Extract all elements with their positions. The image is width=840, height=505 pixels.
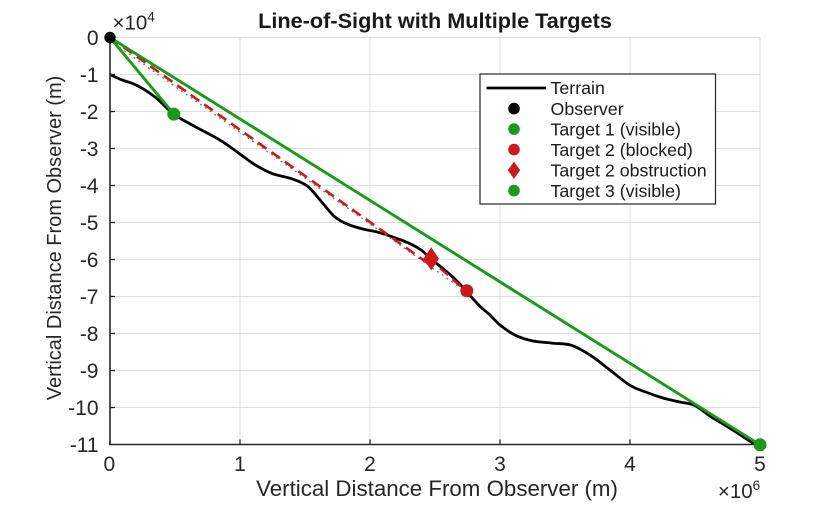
svg-text:4: 4 — [624, 453, 636, 476]
svg-text:Vertical Distance From Observe: Vertical Distance From Observer (m) — [44, 76, 66, 401]
svg-text:Target 2 obstruction: Target 2 obstruction — [551, 160, 707, 180]
svg-text:-1: -1 — [80, 64, 99, 87]
svg-text:0: 0 — [87, 27, 99, 50]
svg-text:Target 1 (visible): Target 1 (visible) — [551, 119, 681, 139]
svg-text:-4: -4 — [80, 175, 99, 198]
svg-text:1: 1 — [234, 453, 246, 476]
svg-text:-8: -8 — [80, 323, 99, 346]
svg-text:-11: -11 — [70, 434, 99, 457]
svg-text:Line-of-Sight with Multiple Ta: Line-of-Sight with Multiple Targets — [258, 8, 612, 33]
svg-text:Observer: Observer — [551, 99, 624, 119]
svg-text:Target 2 (blocked): Target 2 (blocked) — [551, 140, 693, 160]
svg-text:-3: -3 — [80, 138, 99, 161]
svg-text:-6: -6 — [80, 249, 99, 272]
svg-text:3: 3 — [494, 453, 506, 476]
svg-text:Target 3 (visible): Target 3 (visible) — [551, 181, 681, 201]
svg-text:2: 2 — [364, 453, 376, 476]
svg-text:-10: -10 — [68, 397, 98, 420]
svg-text:-7: -7 — [80, 286, 99, 309]
svg-text:Vertical Distance From Observe: Vertical Distance From Observer (m) — [256, 476, 618, 501]
svg-text:-9: -9 — [80, 360, 99, 383]
svg-text:-2: -2 — [80, 101, 99, 124]
svg-text:0: 0 — [103, 453, 115, 476]
svg-text:5: 5 — [754, 453, 766, 476]
svg-text:-5: -5 — [80, 212, 99, 235]
svg-text:Terrain: Terrain — [551, 78, 605, 98]
